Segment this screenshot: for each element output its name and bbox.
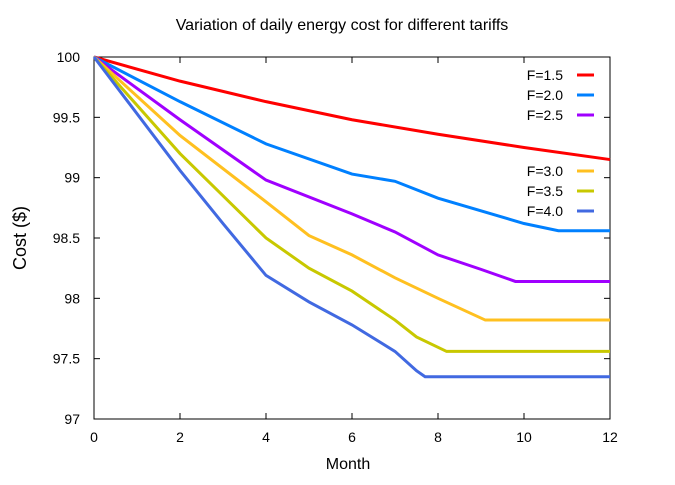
x-tick-label: 8 (434, 429, 442, 445)
legend-label: F=3.5 (527, 183, 563, 199)
legend-label: F=2.0 (527, 87, 563, 103)
y-tick-label: 98.5 (53, 230, 80, 246)
series-line-F=2.0 (93, 55, 610, 233)
series-line-F=3.5 (92, 56, 610, 353)
series-line-F=3.0 (92, 55, 610, 322)
y-tick-label: 99 (64, 170, 80, 186)
legend-label: F=2.5 (527, 107, 563, 123)
x-tick-label: 10 (516, 429, 532, 445)
series-line-F=2.5 (93, 55, 610, 283)
x-tick-label: 2 (176, 429, 184, 445)
x-tick-label: 12 (602, 429, 618, 445)
y-tick-label: 97.5 (53, 351, 80, 367)
y-tick-label: 99.5 (53, 109, 80, 125)
y-tick-label: 97 (64, 411, 80, 427)
x-tick-label: 4 (262, 429, 270, 445)
legend-label: F=1.5 (527, 67, 563, 83)
x-tick-label: 0 (90, 429, 98, 445)
y-tick-label: 98 (64, 290, 80, 306)
series-line-F=4.0 (92, 56, 610, 379)
y-tick-label: 100 (57, 49, 81, 65)
legend-label: F=3.0 (527, 163, 563, 179)
x-tick-label: 6 (348, 429, 356, 445)
chart-title: Variation of daily energy cost for diffe… (176, 17, 509, 34)
series-line-F=1.5 (93, 55, 611, 162)
y-axis-label: Cost ($) (10, 206, 30, 270)
x-axis-label: Month (326, 456, 370, 473)
legend-label: F=4.0 (527, 203, 563, 219)
